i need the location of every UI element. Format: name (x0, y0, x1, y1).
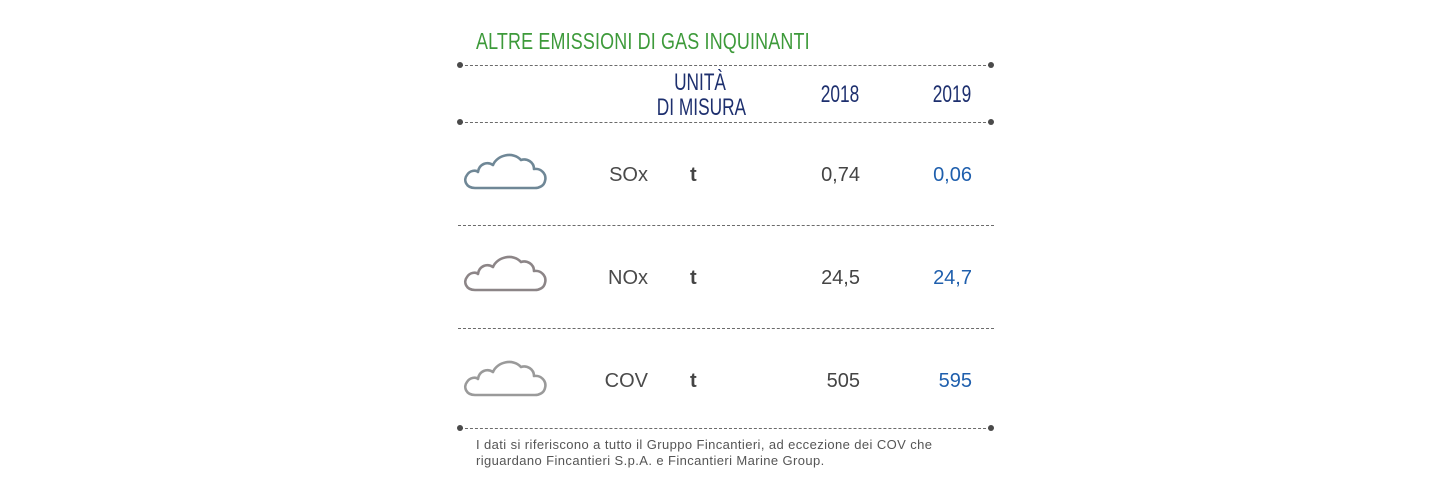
divider-bottom (460, 428, 991, 429)
divider-top (460, 65, 991, 66)
divider-dot (457, 62, 463, 68)
unit-cov: t (690, 370, 697, 392)
value-2018-cov: 505 (826, 370, 860, 392)
divider-header (460, 122, 991, 123)
cloud-icon (463, 360, 547, 397)
value-2018-sox: 0,74 (821, 164, 860, 186)
unit-sox: t (690, 164, 697, 186)
divider-dot (988, 62, 994, 68)
footnote: I dati si riferiscono a tutto il Gruppo … (476, 437, 933, 468)
divider-row (458, 225, 994, 226)
divider-row (458, 328, 994, 329)
cloud-icon (463, 153, 547, 190)
value-2018-nox: 24,5 (821, 267, 860, 289)
pollutant-name-nox: NOx (608, 267, 648, 289)
header-unit-line2: DI MISURA (656, 94, 747, 121)
divider-dot (457, 425, 463, 431)
value-2019-nox: 24,7 (933, 267, 972, 289)
header-year-2018: 2018 (820, 81, 860, 108)
divider-dot (988, 119, 994, 125)
value-2019-sox: 0,06 (933, 164, 972, 186)
header-unit-line1: UNITÀ (674, 69, 726, 96)
cloud-icon (463, 255, 547, 292)
pollutant-name-cov: COV (604, 370, 648, 392)
table-title: ALTRE EMISSIONI DI GAS INQUINANTI (476, 28, 810, 54)
unit-nox: t (690, 267, 697, 289)
pollutant-name-sox: SOx (609, 164, 648, 186)
divider-dot (988, 425, 994, 431)
header-year-2019: 2019 (932, 81, 972, 108)
divider-dot (457, 119, 463, 125)
value-2019-cov: 595 (938, 370, 972, 392)
